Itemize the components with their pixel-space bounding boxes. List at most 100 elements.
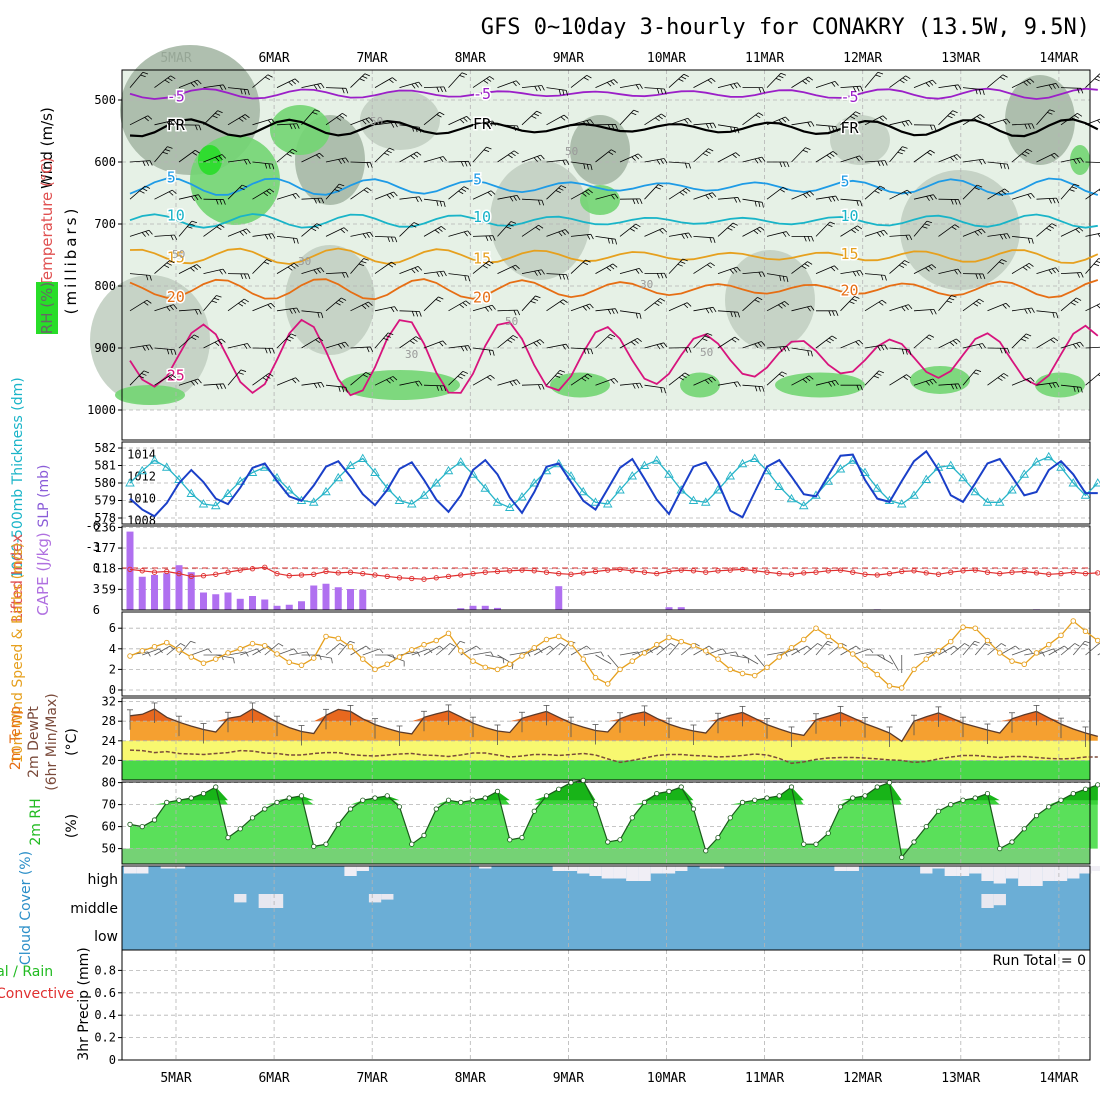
wind-barb-flag (1046, 227, 1052, 232)
wind-barb-flag (488, 121, 493, 127)
wind-speed-point (1021, 661, 1028, 668)
wind-speed-point (666, 634, 672, 641)
wind-barb-flag (880, 345, 885, 351)
isotherm-label: -5 (841, 88, 859, 106)
wind-barb-flag (386, 150, 392, 154)
wind-barb-flag (807, 306, 811, 312)
wind-barb-flag (443, 385, 447, 392)
wind-barb (607, 654, 620, 670)
wind-barb-flag (999, 348, 1003, 354)
cloud-high-gap (1030, 866, 1043, 886)
rh-contour-label: 50 (700, 346, 713, 359)
wind-speed-point (531, 645, 538, 651)
wind-barb-flag (1022, 266, 1028, 271)
cloud-high-gap (675, 866, 688, 871)
wind-barb-flag (219, 224, 225, 228)
wind-speed-point (580, 656, 587, 662)
wind-barb-flag (243, 89, 247, 95)
wind-barb-flag (1048, 383, 1053, 389)
wind-barb-flag (244, 114, 250, 119)
rh-point (605, 839, 611, 845)
precip-tick-label: 0.4 (94, 1008, 116, 1022)
label-millibars: (millibars) (62, 206, 80, 315)
wind-barb (448, 640, 461, 656)
wind-speed-point (176, 647, 182, 653)
wind-barb-flag (338, 159, 342, 165)
wind-barb-flag (1050, 339, 1056, 344)
label-temp-unit: (°C) (64, 728, 80, 756)
wind-tick-label: 2 (109, 662, 116, 676)
wind-barb-flag (804, 263, 810, 267)
wind-barb-flag (509, 381, 514, 387)
thickness-point (566, 471, 576, 480)
wind-barb-flag (467, 230, 472, 236)
lifted-index-point (617, 566, 623, 573)
wind-barb-flag (607, 124, 611, 130)
wind-barb-flag (1082, 643, 1088, 646)
wind-barb-flag (664, 88, 667, 95)
wind-barb-flag (464, 161, 468, 167)
cloud-high-gap (564, 866, 578, 871)
wind-barb-flag (223, 383, 227, 389)
wind-barb-flag (685, 187, 691, 192)
thickness-point (774, 481, 785, 490)
wind-barb-flag (1084, 640, 1090, 644)
wind-barb-flag (268, 373, 274, 377)
wind-barb-flag (314, 109, 320, 112)
wind-barb (154, 645, 171, 656)
wind-barb-flag (932, 378, 937, 384)
wind-barb-flag (531, 115, 537, 119)
wind-barb-flag (762, 271, 766, 277)
wind-barb-flag (583, 348, 586, 354)
thickness-point (835, 464, 846, 473)
rh-legend-swatch (36, 282, 58, 334)
wind-barb-flag (559, 369, 566, 373)
cape-bar (151, 575, 158, 610)
rh-tick-label: 80 (102, 776, 116, 790)
wind-barb-flag (320, 83, 325, 89)
wind-barb-flag (193, 81, 199, 86)
wind-barb-flag (189, 223, 195, 226)
wind-barb-flag (977, 229, 983, 235)
wind-barb-flag (345, 387, 348, 393)
wind-barb-flag (169, 260, 175, 264)
cloud-high-gap (601, 866, 614, 879)
wind-barb-flag (143, 370, 150, 374)
cape-bar (212, 594, 220, 610)
wind-barb-flag (361, 260, 367, 264)
wind-barb-flag (782, 186, 788, 191)
wind-barb-flag (637, 153, 643, 158)
wind-barb-flag (679, 191, 685, 196)
wind-barb-flag (678, 376, 684, 381)
wind-barb-flag (901, 306, 906, 312)
wind-barb-flag (1021, 153, 1027, 157)
wind-barb-flag (364, 73, 370, 77)
wind-barb-flag (317, 382, 321, 388)
wind-barb-flag (562, 299, 568, 303)
rh-tick-label: 70 (102, 798, 116, 812)
wind-barb-flag (196, 264, 202, 269)
wind-barb-flag (1070, 302, 1076, 306)
lifted-index-point (139, 568, 145, 574)
wind-barb-flag (292, 238, 296, 244)
wind-barb-flag (946, 300, 952, 304)
wind-speed-point (813, 625, 819, 631)
wind-barb-flag (243, 344, 248, 349)
wind-barb-flag (976, 116, 982, 120)
wind-barb-flag (365, 645, 371, 650)
wind-barb-flag (344, 341, 349, 347)
wind-barb-flag (492, 120, 496, 126)
wind-barb-flag (512, 81, 517, 87)
wind-barb-flag (978, 298, 984, 303)
thickness-point (615, 485, 625, 494)
wind-barb-flag (488, 260, 494, 264)
wind-barb-flag (586, 234, 591, 240)
wind-barb-flag (877, 188, 883, 192)
wind-barb-flag (1003, 163, 1006, 170)
wind-barb-flag (757, 297, 763, 301)
rh-point (311, 843, 317, 850)
thickness-point (161, 462, 172, 471)
wind-barb-flag (387, 332, 394, 336)
thickness-point (186, 488, 197, 497)
wind-barb-flag (1073, 183, 1080, 187)
